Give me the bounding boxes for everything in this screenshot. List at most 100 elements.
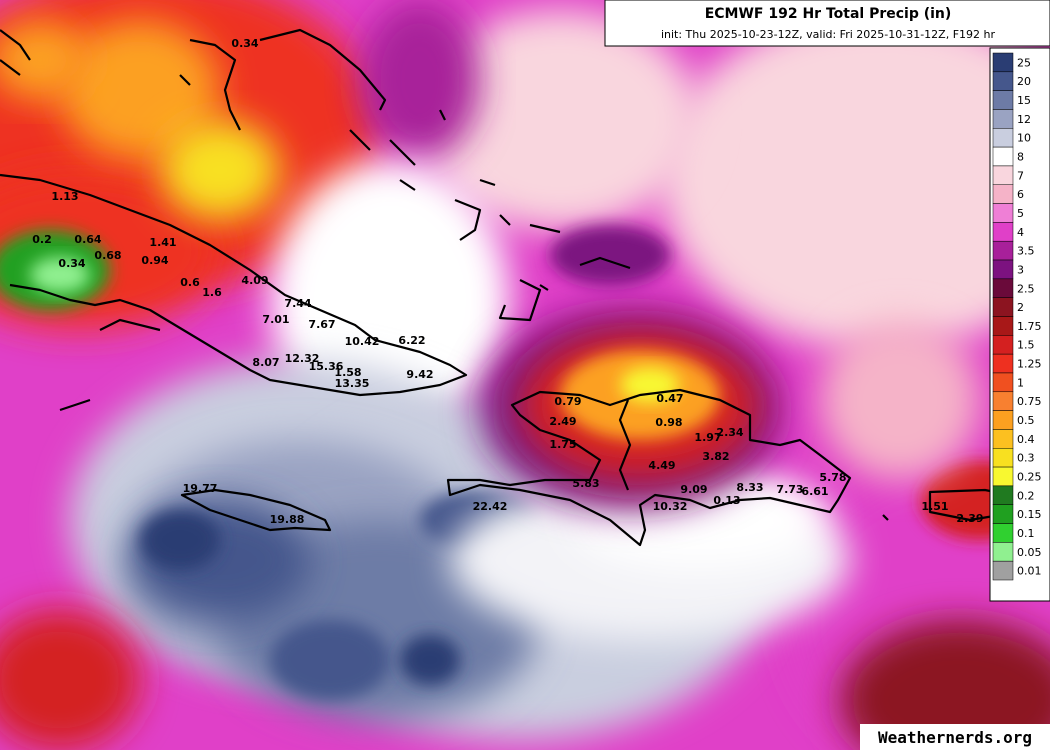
legend-swatch [992,90,1014,110]
precip-label: 0.6 [180,276,200,289]
precip-label: 0.79 [554,395,581,408]
title-box [604,0,1050,47]
legend-label: 4 [1017,226,1024,239]
precip-label: 8.33 [736,481,763,494]
precip-label: 2.39 [956,512,983,525]
legend-swatch [992,466,1014,487]
legend-label: 0.05 [1017,546,1042,559]
precip-label: 5.83 [572,477,599,490]
precip-label: 10.32 [653,500,688,513]
legend-swatch [992,71,1014,91]
watermark-box [860,724,1050,750]
legend-label: 3 [1017,263,1024,276]
precip-area [160,120,280,220]
precip-label: 19.77 [183,482,218,495]
precip-label: 0.47 [656,392,683,405]
legend: 25 20 15 12 10 8 7 6 5 4 3.5 3 2.5 2 1.75 1.5 1.25 1 0.75 0… [992,52,1042,581]
precip-label: 0.68 [94,249,121,262]
precip-label: 9.42 [406,368,433,381]
precip-label: 1.6 [202,286,222,299]
precip-label: 7.67 [308,318,335,331]
legend-label: 10 [1017,132,1031,145]
legend-swatch [992,316,1014,336]
precip-area [360,0,480,160]
precip-label: 13.35 [335,377,370,390]
precip-area [550,225,670,285]
precip-label: 0.94 [141,254,168,267]
precip-label: 4.09 [241,274,268,287]
legend-swatch [992,203,1014,223]
legend-swatch [992,278,1014,298]
precip-label: 7.73 [776,483,803,496]
precip-label: 0.98 [655,416,682,429]
precip-label: 0.2 [32,233,52,246]
precip-label: 9.09 [680,483,707,496]
precip-label: 15.36 [309,360,344,373]
legend-swatch [992,353,1014,374]
legend-label: 0.5 [1017,414,1035,427]
subtitle: init: Thu 2025-10-23-12Z, valid: Fri 202… [661,28,996,41]
precip-label: 7.44 [284,297,311,310]
legend-label: 2 [1017,301,1024,314]
legend-swatch [992,146,1014,167]
legend-swatch [992,184,1014,204]
legend-label: 25 [1017,56,1031,69]
precip-label: 1.75 [549,438,576,451]
legend-swatch [992,542,1014,562]
precip-label: 1.97 [694,431,721,444]
legend-swatch [992,240,1014,261]
precip-area [400,635,460,685]
coast-haiti-border [618,399,632,491]
coastlines [0,28,1012,547]
precip-label: 2.34 [716,426,743,439]
legend-label: 1.25 [1017,358,1042,371]
watermark: Weathernerds.org [878,728,1032,747]
precip-label: 3.82 [702,450,729,463]
precip-label: 2.49 [549,415,576,428]
legend-label: 5 [1017,207,1024,220]
legend-label: 1 [1017,376,1024,389]
legend-label: 0.3 [1017,452,1035,465]
precip-label: 7.01 [262,313,289,326]
precip-area [660,10,1050,350]
precip-label: 0.13 [713,494,740,507]
legend-label: 0.25 [1017,470,1042,483]
legend-label: 3.5 [1017,245,1035,258]
legend-swatch [992,109,1014,129]
precip-area [0,610,140,750]
legend-label: 15 [1017,94,1031,107]
legend-swatch [992,52,1014,73]
legend-swatch [992,297,1014,317]
legend-swatch [992,372,1014,393]
precip-label: 0.64 [74,233,101,246]
precip-label: 5.78 [819,471,846,484]
precip-label: 12.32 [285,352,320,365]
legend-label: 0.15 [1017,508,1042,521]
precip-area [0,20,90,100]
precip-label: 8.07 [252,356,279,369]
legend-swatch [992,560,1014,581]
legend-swatch [992,128,1014,148]
legend-swatch [992,335,1014,355]
precip-area [840,620,1050,750]
precip-label: 4.49 [648,459,675,472]
legend-swatch [992,410,1014,430]
legend-label: 6 [1017,188,1024,201]
legend-label: 12 [1017,113,1031,126]
coast-bahamas [0,28,889,521]
precip-label: 6.61 [801,485,828,498]
precip-label: 0.34 [231,37,258,50]
legend-swatch [992,448,1014,468]
legend-swatch [992,222,1014,242]
precip-label: 1.51 [921,500,948,513]
legend-swatch [992,523,1014,543]
precip-area [60,20,220,160]
precip-label: 19.88 [270,513,305,526]
precip-area [270,620,390,700]
legend-label: 0.2 [1017,489,1035,502]
legend-label: 8 [1017,151,1024,164]
legend-swatch [992,504,1014,524]
